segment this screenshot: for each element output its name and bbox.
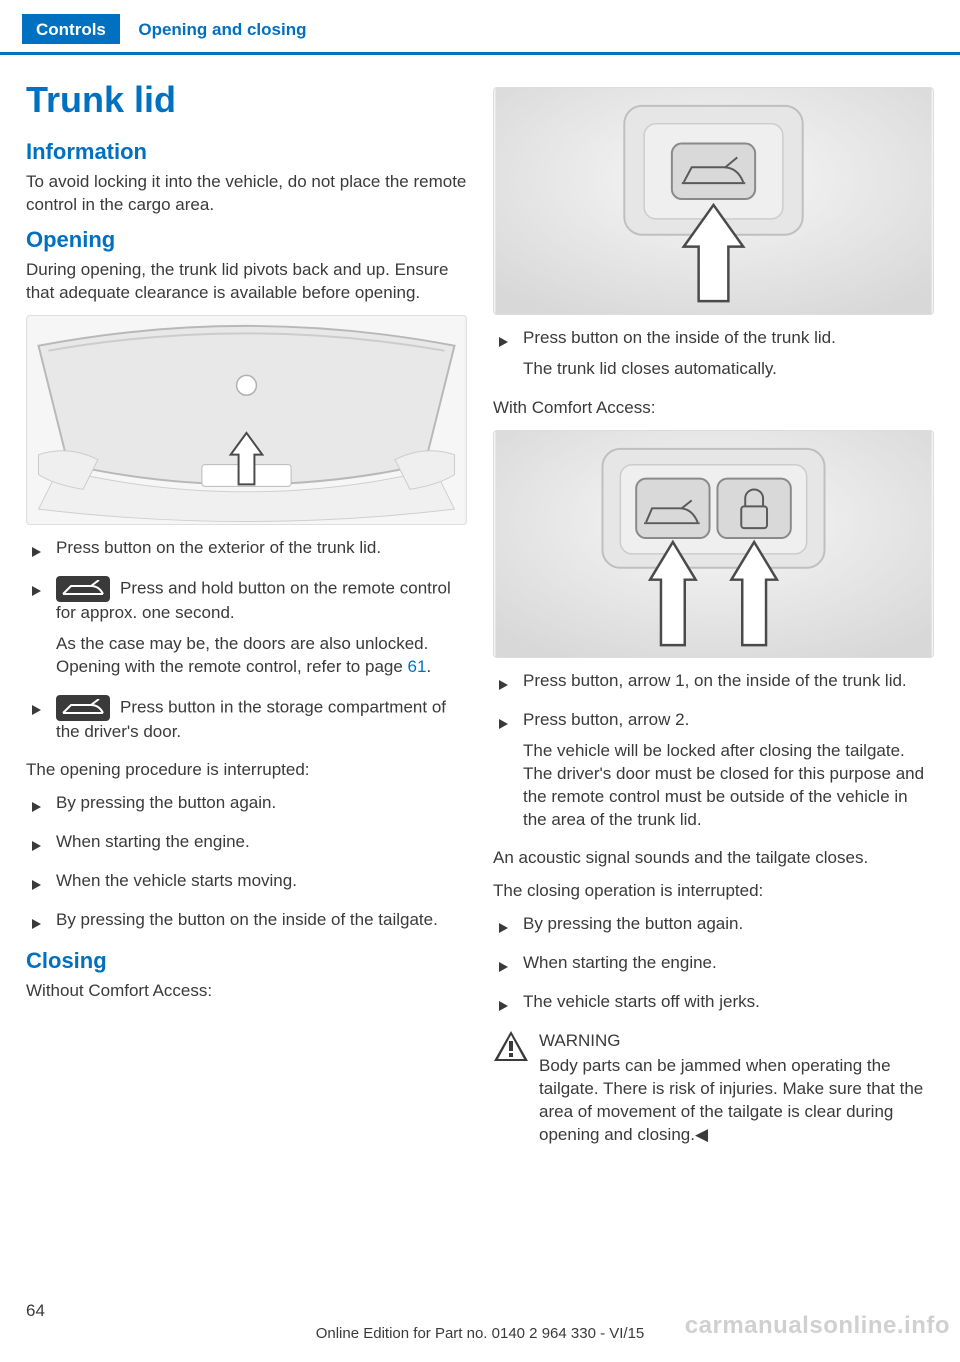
bullet-icon <box>32 792 46 823</box>
bullet-arrow-1: Press button, arrow 1, on the inside of … <box>493 670 934 701</box>
bullet-ci-1: By pressing the button again. <box>493 913 934 944</box>
bullet-ci-3: The vehicle starts off with jerks. <box>493 991 934 1022</box>
bullet-interrupt-3: When the vehicle starts moving. <box>26 870 467 901</box>
bullet-icon <box>499 991 513 1022</box>
acoustic-paragraph: An acoustic signal sounds and the tailga… <box>493 847 934 870</box>
bullet-icon <box>499 952 513 983</box>
heading-opening: Opening <box>26 227 467 253</box>
bullet-text: Press button in the storage com­partment… <box>56 695 467 744</box>
with-comfort-access: With Comfort Access: <box>493 397 934 420</box>
warning-body: Body parts can be jammed when operat­ing… <box>539 1055 934 1147</box>
bullet-text-sub: The trunk lid closes automatically. <box>523 358 934 381</box>
opening-paragraph: During opening, the trunk lid pivots bac… <box>26 259 467 305</box>
tab-opening-closing: Opening and closing <box>124 14 320 44</box>
remote-trunk-icon <box>56 576 110 602</box>
bullet-text: Press button on the exterior of the trun… <box>56 537 467 560</box>
right-column: Press button on the inside of the trunk … <box>493 79 934 1157</box>
figure-single-button <box>493 87 934 315</box>
bullet-icon <box>499 327 513 389</box>
closing-interrupt-intro: The closing operation is interrupted: <box>493 880 934 903</box>
figure-dual-button: 1 2 <box>493 430 934 658</box>
bullet-text: Press and hold button on the re­mote con… <box>56 576 467 625</box>
bullet-text: When starting the engine. <box>523 952 934 975</box>
bullet-exterior-button: Press button on the exterior of the trun… <box>26 537 467 568</box>
bullet-inside-button: Press button on the inside of the trunk … <box>493 327 934 389</box>
bullet-interrupt-4: By pressing the button on the inside of … <box>26 909 467 940</box>
door-trunk-icon <box>56 695 110 721</box>
left-column: Trunk lid Information To avoid locking i… <box>26 79 467 1157</box>
bullet-text-line1: Press and hold button on the re­mote con… <box>56 578 451 622</box>
info-paragraph: To avoid locking it into the vehicle, do… <box>26 171 467 217</box>
heading-information: Information <box>26 139 467 165</box>
bullet-icon <box>499 913 513 944</box>
bullet-icon <box>32 870 46 901</box>
closing-without-comfort: Without Comfort Access: <box>26 980 467 1003</box>
bullet-text: By pressing the button again. <box>523 913 934 936</box>
figure-trunk-exterior <box>26 315 467 525</box>
bullet-interrupt-2: When starting the engine. <box>26 831 467 862</box>
page-header: Controls Opening and closing <box>0 0 960 55</box>
watermark: carmanualsonline.info <box>685 1312 950 1340</box>
bullet-remote-hold: Press and hold button on the re­mote con… <box>26 576 467 687</box>
bullet-icon <box>32 831 46 862</box>
bullet-text: Press button on the inside of the trunk … <box>523 327 934 350</box>
bullet-icon <box>499 709 513 840</box>
heading-closing: Closing <box>26 948 467 974</box>
bullet-text: When starting the engine. <box>56 831 467 854</box>
bullet-icon <box>32 576 46 687</box>
bullet-text: By pressing the button on the inside of … <box>56 909 467 932</box>
bullet-arrow-2: Press button, arrow 2. The vehicle will … <box>493 709 934 840</box>
bullet-icon <box>32 537 46 568</box>
bullet-text: The vehicle starts off with jerks. <box>523 991 934 1014</box>
bullet-ci-2: When starting the engine. <box>493 952 934 983</box>
page-link-61[interactable]: 61 <box>408 657 427 676</box>
bullet-icon <box>499 670 513 701</box>
bullet-text-line2: As the case may be, the doors are also u… <box>56 633 467 679</box>
bullet-interrupt-1: By pressing the button again. <box>26 792 467 823</box>
bullet-text-sub: The vehicle will be locked after closing… <box>523 740 934 832</box>
warning-block: WARNING Body parts can be jammed when op… <box>493 1030 934 1157</box>
bullet-text: Press button, arrow 1, on the inside of … <box>523 670 934 693</box>
page-title: Trunk lid <box>26 79 467 121</box>
bullet-text: When the vehicle starts moving. <box>56 870 467 893</box>
content-area: Trunk lid Information To avoid locking i… <box>0 55 960 1157</box>
warning-icon <box>493 1030 529 1157</box>
tab-controls: Controls <box>22 14 120 44</box>
warning-title: WARNING <box>539 1030 934 1053</box>
bullet-icon <box>32 695 46 752</box>
bullet-icon <box>32 909 46 940</box>
interrupt-intro: The opening procedure is interrupted: <box>26 759 467 782</box>
bullet-text: Press button, arrow 2. <box>523 709 934 732</box>
bullet-door-storage: Press button in the storage com­partment… <box>26 695 467 752</box>
bullet-text: By pressing the button again. <box>56 792 467 815</box>
